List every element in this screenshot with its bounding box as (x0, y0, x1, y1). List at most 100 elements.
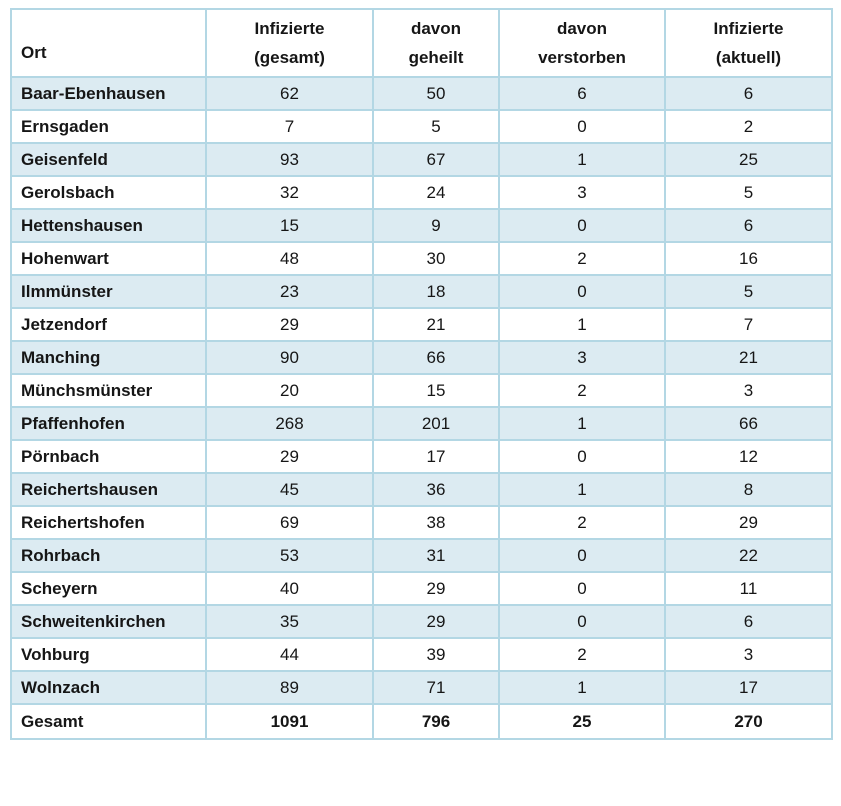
infection-table-container: Ort Infizierte (gesamt) davon geheilt da… (10, 8, 833, 740)
row-ort-label: Wolnzach (10, 670, 207, 705)
row-value-cell: 0 (498, 538, 666, 573)
table-row: Baar-Ebenhausen 62 50 6 6 (10, 76, 833, 111)
row-value-cell: 20 (205, 373, 374, 408)
row-value-cell: 12 (664, 439, 833, 474)
header-line: verstorben (538, 48, 626, 67)
row-value-cell: 30 (372, 241, 500, 276)
table-row: Gerolsbach 32 24 3 5 (10, 175, 833, 210)
total-value-cell: 796 (372, 703, 500, 740)
row-value-cell: 268 (205, 406, 374, 441)
row-ort-label: Manching (10, 340, 207, 375)
row-value-cell: 39 (372, 637, 500, 672)
header-ort: Ort (10, 8, 207, 78)
row-value-cell: 7 (664, 307, 833, 342)
row-value-cell: 6 (498, 76, 666, 111)
row-value-cell: 1 (498, 142, 666, 177)
row-value-cell: 35 (205, 604, 374, 639)
header-line: geheilt (408, 48, 464, 67)
row-value-cell: 2 (498, 373, 666, 408)
row-value-cell: 0 (498, 439, 666, 474)
row-value-cell: 23 (205, 274, 374, 309)
row-value-cell: 38 (372, 505, 500, 540)
row-value-cell: 29 (205, 439, 374, 474)
row-value-cell: 15 (205, 208, 374, 243)
row-value-cell: 16 (664, 241, 833, 276)
row-ort-label: Ilmmünster (10, 274, 207, 309)
row-value-cell: 201 (372, 406, 500, 441)
row-value-cell: 18 (372, 274, 500, 309)
row-value-cell: 3 (498, 175, 666, 210)
table-row: Reichertshofen 69 38 2 29 (10, 505, 833, 540)
row-value-cell: 48 (205, 241, 374, 276)
header-infizierte-gesamt: Infizierte (gesamt) (205, 8, 374, 78)
table-row: Vohburg 44 39 2 3 (10, 637, 833, 672)
total-label: Gesamt (10, 703, 207, 740)
row-ort-label: Jetzendorf (10, 307, 207, 342)
table-row: Reichertshausen 45 36 1 8 (10, 472, 833, 507)
row-value-cell: 2 (498, 505, 666, 540)
row-value-cell: 62 (205, 76, 374, 111)
row-value-cell: 66 (664, 406, 833, 441)
row-ort-label: Vohburg (10, 637, 207, 672)
row-value-cell: 15 (372, 373, 500, 408)
total-value-cell: 25 (498, 703, 666, 740)
row-value-cell: 2 (498, 637, 666, 672)
row-value-cell: 5 (372, 109, 500, 144)
row-value-cell: 1 (498, 406, 666, 441)
row-value-cell: 29 (205, 307, 374, 342)
infection-table: Ort Infizierte (gesamt) davon geheilt da… (10, 8, 833, 740)
header-line: Infizierte (254, 19, 325, 38)
header-davon-geheilt: davon geheilt (372, 8, 500, 78)
row-value-cell: 53 (205, 538, 374, 573)
row-value-cell: 0 (498, 274, 666, 309)
row-value-cell: 1 (498, 670, 666, 705)
table-row: Ilmmünster 23 18 0 5 (10, 274, 833, 309)
row-value-cell: 8 (664, 472, 833, 507)
row-value-cell: 36 (372, 472, 500, 507)
row-value-cell: 3 (664, 373, 833, 408)
row-ort-label: Hohenwart (10, 241, 207, 276)
row-value-cell: 32 (205, 175, 374, 210)
table-header: Ort Infizierte (gesamt) davon geheilt da… (10, 8, 833, 78)
row-value-cell: 31 (372, 538, 500, 573)
row-ort-label: Rohrbach (10, 538, 207, 573)
row-value-cell: 93 (205, 142, 374, 177)
row-value-cell: 0 (498, 109, 666, 144)
table-row: Schweitenkirchen 35 29 0 6 (10, 604, 833, 639)
header-line: (aktuell) (715, 48, 782, 67)
row-value-cell: 44 (205, 637, 374, 672)
row-value-cell: 71 (372, 670, 500, 705)
table-row: Geisenfeld 93 67 1 25 (10, 142, 833, 177)
row-value-cell: 22 (664, 538, 833, 573)
row-value-cell: 5 (664, 274, 833, 309)
table-row: Scheyern 40 29 0 11 (10, 571, 833, 606)
row-value-cell: 40 (205, 571, 374, 606)
row-value-cell: 0 (498, 208, 666, 243)
row-ort-label: Baar-Ebenhausen (10, 76, 207, 111)
row-value-cell: 89 (205, 670, 374, 705)
row-value-cell: 6 (664, 208, 833, 243)
row-value-cell: 67 (372, 142, 500, 177)
row-ort-label: Pörnbach (10, 439, 207, 474)
header-davon-verstorben: davon verstorben (498, 8, 666, 78)
row-value-cell: 17 (664, 670, 833, 705)
row-value-cell: 29 (664, 505, 833, 540)
header-row: Ort Infizierte (gesamt) davon geheilt da… (10, 8, 833, 78)
row-value-cell: 6 (664, 76, 833, 111)
row-value-cell: 1 (498, 472, 666, 507)
row-ort-label: Reichertshofen (10, 505, 207, 540)
row-value-cell: 25 (664, 142, 833, 177)
row-ort-label: Reichertshausen (10, 472, 207, 507)
total-value-cell: 270 (664, 703, 833, 740)
row-value-cell: 0 (498, 571, 666, 606)
table-row: Wolnzach 89 71 1 17 (10, 670, 833, 705)
table-row: Hohenwart 48 30 2 16 (10, 241, 833, 276)
row-value-cell: 9 (372, 208, 500, 243)
row-value-cell: 6 (664, 604, 833, 639)
header-infizierte-aktuell: Infizierte (aktuell) (664, 8, 833, 78)
row-value-cell: 5 (664, 175, 833, 210)
row-value-cell: 17 (372, 439, 500, 474)
row-value-cell: 1 (498, 307, 666, 342)
table-row: Hettenshausen 15 9 0 6 (10, 208, 833, 243)
row-ort-label: Scheyern (10, 571, 207, 606)
